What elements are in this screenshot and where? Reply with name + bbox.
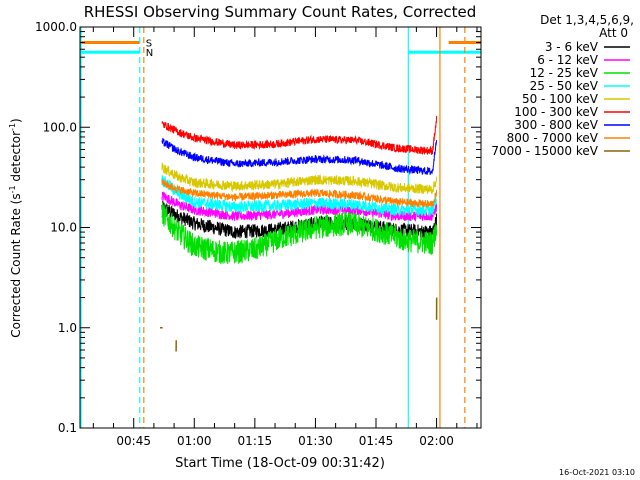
vertical-markers <box>80 27 466 428</box>
saa-flag-label: S <box>146 39 152 50</box>
legend-entry-label: 800 - 7000 keV <box>507 131 599 145</box>
y-axis-label-sup2: -1 <box>8 123 17 131</box>
y-tick-label: 100.0 <box>43 120 77 134</box>
x-tick-label: 00:45 <box>116 434 151 448</box>
series-group <box>159 115 438 352</box>
series-line <box>161 138 438 176</box>
legend-header-line1: Det 1,3,4,5,6,9, <box>540 13 634 27</box>
series-line <box>161 115 438 156</box>
legend-header-line2: Att 0 <box>599 26 628 40</box>
series-line <box>161 202 438 265</box>
x-tick-label: 01:15 <box>238 434 273 448</box>
legend-entry-label: 7000 - 15000 keV <box>491 144 598 158</box>
y-tick-label: 1.0 <box>58 321 77 335</box>
x-tick-label: 01:45 <box>359 434 394 448</box>
legend-entry-label: 3 - 6 keV <box>545 40 599 54</box>
y-axis: 0.1 1.0 10.0 100.0 1000.0 <box>35 20 481 435</box>
y-axis-label: Corrected Count Rate (s-1 detector-1) <box>8 118 23 337</box>
legend-entry-label: 6 - 12 keV <box>537 53 599 67</box>
y-axis-label-mid: detector <box>9 131 23 186</box>
series-line <box>161 175 438 217</box>
x-tick-label: 02:00 <box>419 434 454 448</box>
legend-entry-label: 12 - 25 keV <box>530 66 599 80</box>
series-line <box>161 178 438 209</box>
footer-timestamp: 16-Oct-2021 03:10 <box>559 468 635 477</box>
x-axis-label: Start Time (18-Oct-09 00:31:42) <box>175 456 385 471</box>
series-line <box>161 162 438 195</box>
y-tick-label: 1000.0 <box>35 20 77 34</box>
legend-entry-label: 100 - 300 keV <box>514 105 598 119</box>
legend-entry-label: 300 - 800 keV <box>514 118 598 132</box>
chart-title: RHESSI Observing Summary Count Rates, Co… <box>84 3 477 21</box>
legend-entry-label: 50 - 100 keV <box>522 92 599 106</box>
y-axis-label-main: Corrected Count Rate (s <box>9 193 23 337</box>
legend-entry-label: 25 - 50 keV <box>530 79 599 93</box>
x-axis: 00:45 01:00 01:15 01:30 01:45 02:00 <box>92 27 478 448</box>
y-axis-label-end: ) <box>9 118 23 123</box>
x-tick-label: 01:30 <box>298 434 333 448</box>
y-tick-label: 0.1 <box>58 421 77 435</box>
y-tick-label: 10.0 <box>50 221 77 235</box>
night-flag-label: N <box>146 48 153 59</box>
x-tick-label: 01:00 <box>177 434 212 448</box>
y-axis-label-sup1: -1 <box>8 185 17 193</box>
